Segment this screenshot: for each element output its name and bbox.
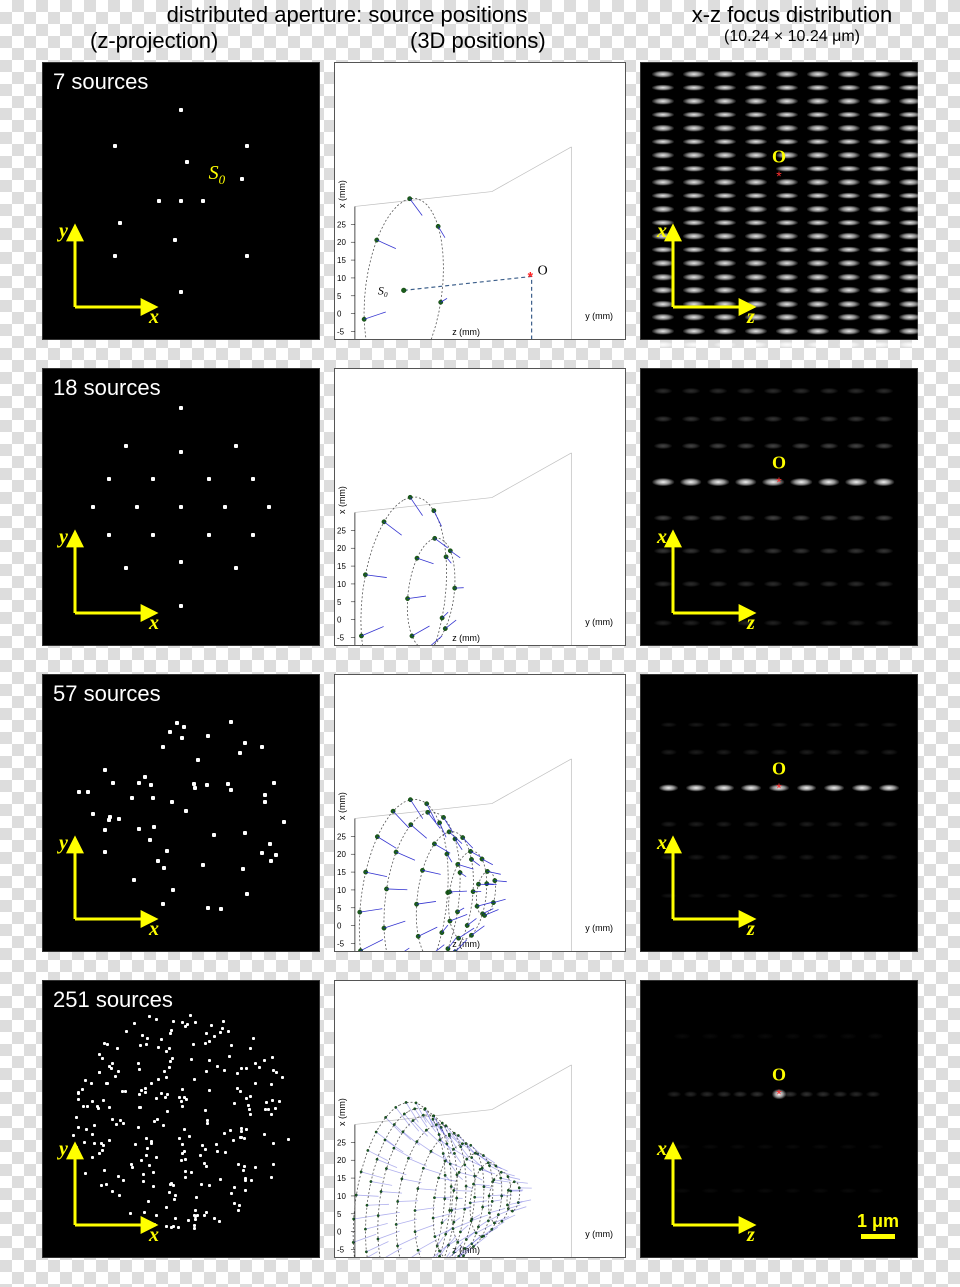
- svg-text:25: 25: [337, 220, 346, 229]
- header-right: x-z focus distribution (10.24 × 10.24 μm…: [646, 2, 938, 46]
- svg-text:0: 0: [337, 922, 342, 931]
- svg-text:20: 20: [337, 1156, 346, 1165]
- focus-distribution-panel: O*xz1 μm: [640, 980, 918, 1258]
- focus-distribution-panel: O*xz: [640, 368, 918, 646]
- svg-text:5: 5: [337, 1210, 342, 1219]
- row-label: 7 sources: [53, 69, 148, 95]
- s0-label: S0: [209, 162, 226, 188]
- scale-bar: 1 μm: [857, 1211, 899, 1239]
- svg-text:0: 0: [337, 310, 342, 319]
- svg-text:10: 10: [337, 886, 346, 895]
- svg-text:x (mm): x (mm): [337, 486, 347, 514]
- svg-text:10: 10: [337, 580, 346, 589]
- svg-text:y (mm): y (mm): [585, 617, 613, 627]
- svg-text:10: 10: [337, 1192, 346, 1201]
- svg-text:-5: -5: [337, 634, 345, 643]
- svg-text:25: 25: [337, 526, 346, 535]
- svg-text:25: 25: [337, 832, 346, 841]
- svg-text:y (mm): y (mm): [585, 1229, 613, 1239]
- svg-text:5: 5: [337, 292, 342, 301]
- svg-text:20: 20: [337, 850, 346, 859]
- svg-text:-5: -5: [337, 1246, 345, 1255]
- zprojection-panel: 251 sourcesyx: [42, 980, 320, 1258]
- svg-text:z (mm): z (mm): [452, 633, 480, 643]
- 3d-positions-panel: 0102030z (mm)-20020y (mm)-25-20-15-10-50…: [334, 368, 626, 646]
- svg-text:20: 20: [337, 544, 346, 553]
- row-label: 251 sources: [53, 987, 173, 1013]
- svg-text:10: 10: [337, 274, 346, 283]
- focus-distribution-panel: O*xz: [640, 674, 918, 952]
- zprojection-panel: 7 sourcesS0yx: [42, 62, 320, 340]
- svg-text:-5: -5: [337, 328, 345, 337]
- header-left-sub-a: (z-projection): [90, 28, 218, 54]
- header-right-sub: (10.24 × 10.24 μm): [646, 28, 938, 46]
- figure-row: 251 sourcesyx0102030z (mm)-20020y (mm)-2…: [22, 980, 938, 1276]
- svg-text:O: O: [538, 263, 548, 278]
- 3d-positions-panel: 0102030z (mm)-20020y (mm)-25-20-15-10-50…: [334, 62, 626, 340]
- svg-text:z (mm): z (mm): [452, 327, 480, 337]
- header-left-top: distributed aperture: source positions: [70, 2, 624, 28]
- svg-text:5: 5: [337, 598, 342, 607]
- zprojection-panel: 18 sourcesyx: [42, 368, 320, 646]
- svg-text:x (mm): x (mm): [337, 1098, 347, 1126]
- svg-text:y (mm): y (mm): [585, 311, 613, 321]
- svg-text:x (mm): x (mm): [337, 792, 347, 820]
- svg-text:0: 0: [337, 1228, 342, 1237]
- svg-text:x (mm): x (mm): [337, 180, 347, 208]
- 3d-positions-panel: 0102030z (mm)-20020y (mm)-25-20-15-10-50…: [334, 674, 626, 952]
- svg-text:15: 15: [337, 256, 346, 265]
- figure-row: 57 sourcesyx0102030z (mm)-20020y (mm)-25…: [22, 674, 938, 970]
- figure-row: 7 sourcesS0yx0102030z (mm)-20020y (mm)-2…: [22, 62, 938, 358]
- svg-text:15: 15: [337, 868, 346, 877]
- svg-text:15: 15: [337, 1174, 346, 1183]
- svg-text:y (mm): y (mm): [585, 923, 613, 933]
- figure-canvas: distributed aperture: source positions (…: [22, 0, 938, 1287]
- header-right-top: x-z focus distribution: [646, 2, 938, 28]
- svg-text:*: *: [528, 268, 534, 284]
- svg-text:5: 5: [337, 904, 342, 913]
- focus-distribution-panel: O*xz: [640, 62, 918, 340]
- svg-text:0: 0: [337, 616, 342, 625]
- svg-text:S₀: S₀: [378, 283, 388, 297]
- figure-row: 18 sourcesyx0102030z (mm)-20020y (mm)-25…: [22, 368, 938, 664]
- svg-text:-5: -5: [337, 940, 345, 949]
- svg-text:25: 25: [337, 1138, 346, 1147]
- column-headers: distributed aperture: source positions (…: [22, 0, 938, 56]
- svg-text:15: 15: [337, 562, 346, 571]
- 3d-positions-panel: 0102030z (mm)-20020y (mm)-25-20-15-10-50…: [334, 980, 626, 1258]
- zprojection-panel: 57 sourcesyx: [42, 674, 320, 952]
- row-label: 57 sources: [53, 681, 161, 707]
- header-left-sub-b: (3D positions): [410, 28, 546, 54]
- svg-text:20: 20: [337, 238, 346, 247]
- row-label: 18 sources: [53, 375, 161, 401]
